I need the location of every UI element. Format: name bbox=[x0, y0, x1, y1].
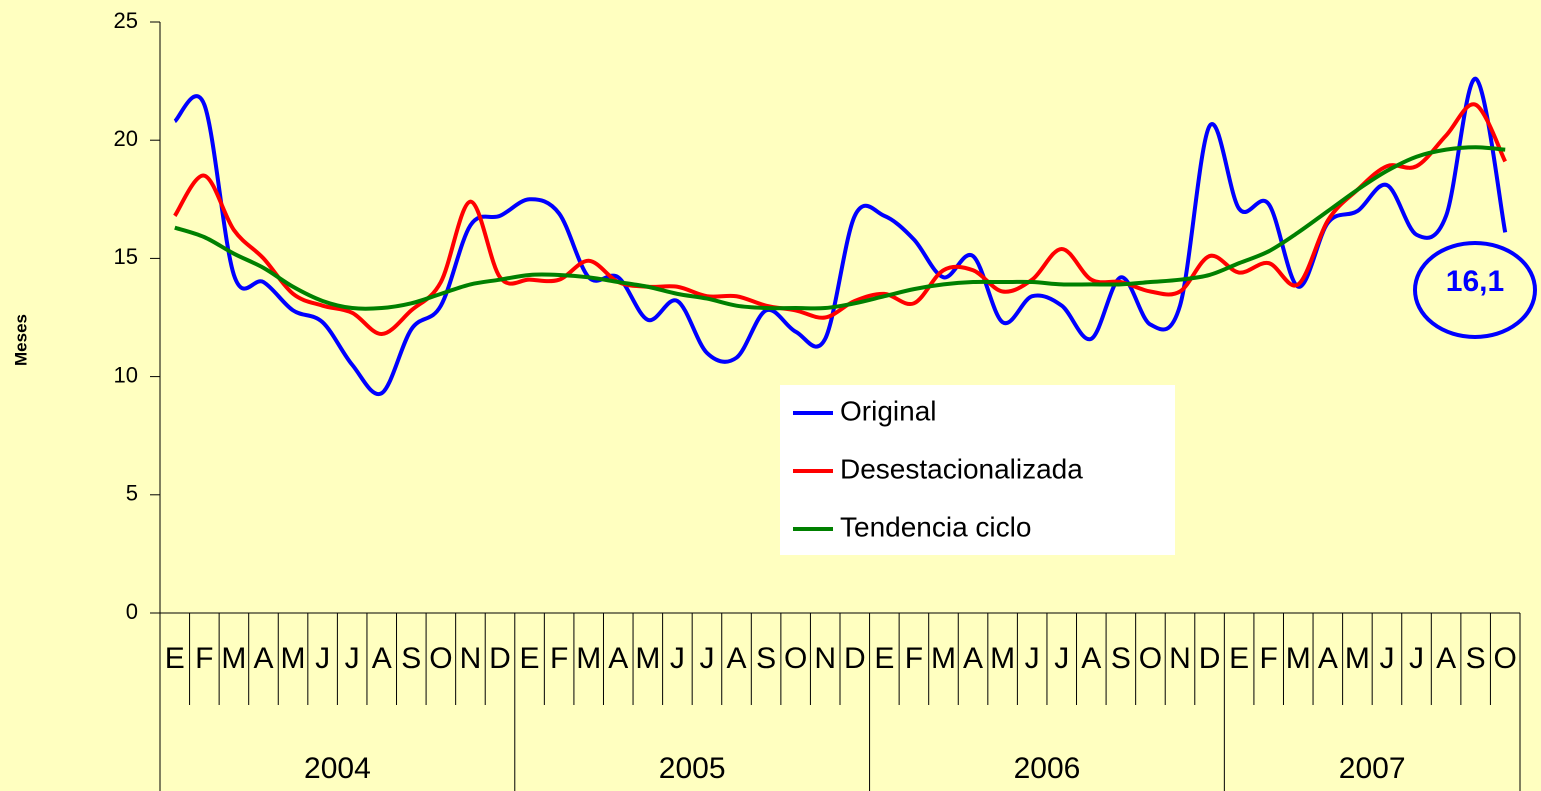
series-line bbox=[174, 145, 1506, 311]
x-tick-label: E bbox=[520, 642, 540, 675]
annotation-text: 16,1 bbox=[1446, 265, 1504, 298]
x-tick-label: F bbox=[905, 642, 923, 675]
y-tick-label: 15 bbox=[114, 244, 138, 269]
x-tick-label: J bbox=[315, 642, 330, 675]
x-tick-label: M bbox=[1286, 642, 1311, 675]
annotation-ellipse bbox=[1413, 241, 1537, 339]
year-label: 2007 bbox=[1339, 752, 1406, 785]
y-tick-label: 20 bbox=[114, 126, 138, 151]
legend-label: Original bbox=[840, 395, 936, 426]
x-tick-label: M bbox=[635, 642, 660, 675]
x-tick-label: D bbox=[489, 642, 511, 675]
x-tick-label: S bbox=[1111, 642, 1131, 675]
x-tick-label: O bbox=[1139, 642, 1162, 675]
y-tick-label: 10 bbox=[114, 362, 138, 387]
x-tick-label: J bbox=[699, 642, 714, 675]
x-tick-label: E bbox=[165, 642, 185, 675]
x-tick-label: A bbox=[1436, 642, 1456, 675]
legend-label: Tendencia ciclo bbox=[840, 511, 1031, 542]
x-tick-label: M bbox=[576, 642, 601, 675]
x-tick-label: O bbox=[429, 642, 452, 675]
year-label: 2004 bbox=[304, 752, 371, 785]
legend-label: Desestacionalizada bbox=[840, 453, 1083, 484]
x-tick-label: D bbox=[844, 642, 866, 675]
x-tick-label: O bbox=[784, 642, 807, 675]
x-tick-label: E bbox=[1229, 642, 1249, 675]
year-label: 2005 bbox=[659, 752, 726, 785]
series-line bbox=[173, 76, 1508, 397]
x-tick-label: A bbox=[1081, 642, 1101, 675]
x-tick-label: J bbox=[1379, 642, 1394, 675]
x-tick-label: N bbox=[1169, 642, 1191, 675]
legend-box bbox=[780, 385, 1175, 555]
x-tick-label: N bbox=[814, 642, 836, 675]
y-tick-label: 5 bbox=[126, 481, 138, 506]
x-tick-label: A bbox=[1318, 642, 1338, 675]
x-tick-label: S bbox=[1466, 642, 1486, 675]
y-tick-label: 0 bbox=[126, 599, 138, 624]
x-tick-label: M bbox=[931, 642, 956, 675]
x-tick-label: S bbox=[401, 642, 421, 675]
x-tick-label: F bbox=[1260, 642, 1278, 675]
x-tick-label: F bbox=[550, 642, 568, 675]
y-tick-label: 25 bbox=[114, 8, 138, 33]
x-tick-label: A bbox=[963, 642, 983, 675]
x-tick-label: E bbox=[874, 642, 894, 675]
x-tick-label: A bbox=[372, 642, 392, 675]
x-tick-label: M bbox=[281, 642, 306, 675]
x-tick-label: M bbox=[221, 642, 246, 675]
y-axis-label: Meses bbox=[11, 314, 30, 366]
x-tick-label: N bbox=[460, 642, 482, 675]
x-tick-label: O bbox=[1494, 642, 1517, 675]
x-tick-label: S bbox=[756, 642, 776, 675]
x-tick-label: J bbox=[1054, 642, 1069, 675]
x-tick-label: D bbox=[1199, 642, 1221, 675]
x-tick-label: M bbox=[1345, 642, 1370, 675]
x-tick-label: F bbox=[195, 642, 213, 675]
x-tick-label: J bbox=[670, 642, 685, 675]
x-tick-label: J bbox=[1025, 642, 1040, 675]
x-tick-label: J bbox=[1409, 642, 1424, 675]
x-tick-label: A bbox=[253, 642, 273, 675]
x-tick-label: J bbox=[345, 642, 360, 675]
series-line bbox=[173, 102, 1508, 337]
x-tick-label: A bbox=[608, 642, 628, 675]
x-tick-label: M bbox=[990, 642, 1015, 675]
x-tick-label: A bbox=[727, 642, 747, 675]
year-label: 2006 bbox=[1014, 752, 1081, 785]
